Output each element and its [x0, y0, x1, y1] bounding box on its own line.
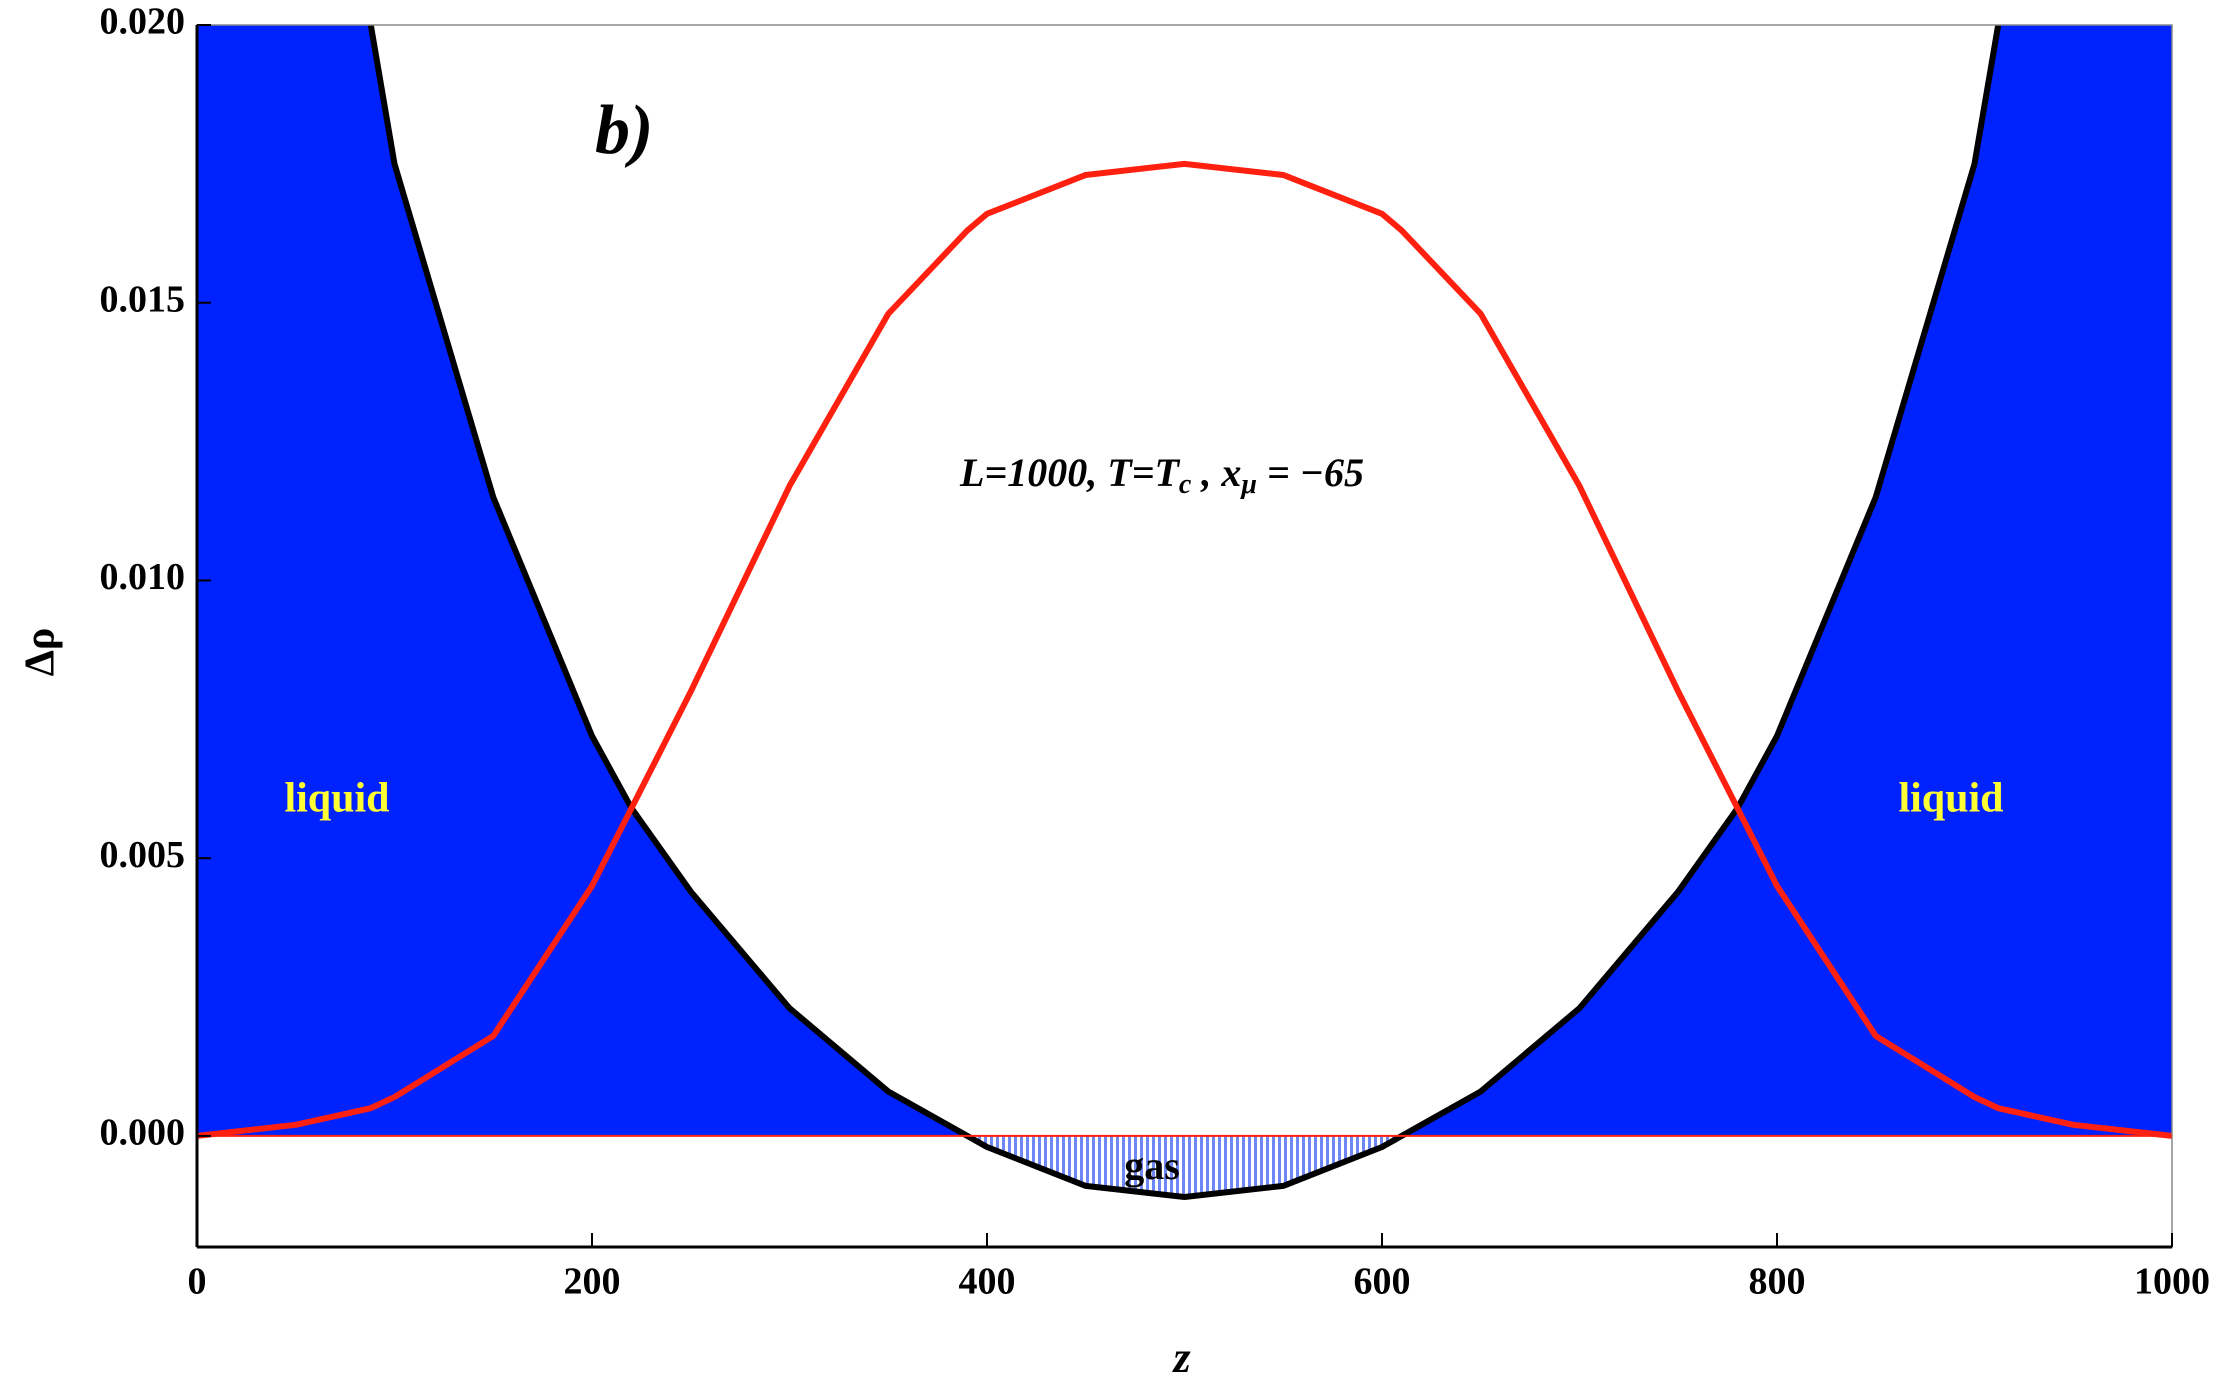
x-tick-label: 600	[1354, 1261, 1411, 1303]
annotation: L=1000, T=Tc , xμ = −65	[959, 450, 1364, 500]
y-tick-label: 0.015	[100, 278, 186, 320]
region-label: liquid	[1898, 776, 2003, 822]
gas-area	[197, 1135, 2172, 1198]
annotation-part: , x	[1191, 450, 1241, 495]
x-tick-label: 400	[959, 1261, 1016, 1303]
annotation-part: = −65	[1257, 450, 1364, 495]
y-axis-label: Δρ	[18, 628, 64, 677]
curve	[367, 25, 2002, 1201]
y-tick-label: 0.005	[100, 834, 186, 876]
liquid-area	[197, 25, 2172, 1136]
annotation-part: L=1000, T=T	[959, 450, 1180, 495]
x-tick-label: 800	[1749, 1261, 1806, 1303]
panel-label: b)	[595, 92, 653, 169]
y-tick-label: 0.000	[100, 1112, 186, 1154]
x-tick-label: 200	[564, 1261, 621, 1303]
x-axis-label: z	[1171, 1333, 1190, 1382]
y-tick-label: 0.020	[100, 1, 186, 43]
annotation-part: μ	[1239, 469, 1257, 500]
region-label: gas	[1124, 1143, 1180, 1188]
region-label: liquid	[284, 776, 389, 822]
y-tick-label: 0.010	[100, 556, 186, 598]
curve	[197, 160, 2172, 1139]
x-tick-label: 1000	[2134, 1261, 2210, 1303]
x-tick-label: 0	[188, 1261, 207, 1303]
annotation-part: c	[1179, 469, 1192, 500]
